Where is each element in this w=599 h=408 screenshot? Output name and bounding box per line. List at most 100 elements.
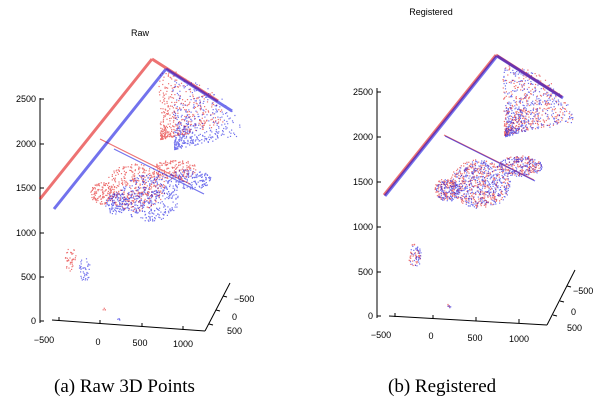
scan-point [419, 250, 421, 252]
scan-point [112, 184, 114, 186]
scan-point [151, 196, 154, 198]
scan-point [205, 178, 207, 180]
scan-point [174, 145, 176, 147]
scan-point [129, 166, 132, 168]
scan-point [141, 195, 143, 197]
scan-point [213, 124, 215, 126]
scan-point [167, 206, 169, 208]
scan-point [183, 135, 185, 137]
scan-point [524, 82, 526, 85]
scan-point [200, 108, 202, 110]
scan-point [515, 73, 517, 75]
scan-point [176, 189, 178, 191]
scan-point [504, 132, 506, 134]
scan-point [175, 174, 177, 176]
scan-point [164, 198, 166, 200]
scan-point [546, 91, 548, 93]
scan-point [198, 122, 200, 124]
scan-point [159, 165, 161, 167]
scan-point [198, 104, 200, 106]
scan-point [175, 172, 177, 174]
scan-point [454, 195, 456, 197]
scan-point [516, 121, 518, 123]
scan-point [166, 162, 168, 164]
scan-point [152, 172, 154, 174]
scan-point [499, 195, 501, 197]
scan-point [212, 113, 214, 115]
svg-text:0: 0 [232, 312, 237, 322]
scan-point [159, 177, 161, 179]
scan-point [131, 185, 133, 187]
scan-point [166, 177, 168, 179]
scan-point [519, 165, 521, 167]
scan-point [179, 97, 181, 99]
scan-point [449, 198, 452, 200]
scan-point [217, 118, 219, 121]
scan-point [177, 142, 179, 144]
scan-point [172, 75, 174, 77]
scan-point [486, 186, 488, 188]
scan-point [186, 170, 188, 172]
scan-point [456, 193, 458, 195]
scan-point [463, 193, 465, 195]
scan-point [167, 75, 169, 77]
scan-point [174, 84, 176, 86]
scan-point [135, 183, 137, 185]
scan-point [161, 135, 163, 137]
scan-point [136, 189, 138, 192]
x-axis: −500 0 500 1000 [371, 313, 548, 344]
scan-point [449, 188, 451, 190]
scan-point [531, 128, 533, 130]
scan-point [416, 256, 418, 258]
scan-point [513, 100, 515, 102]
x-tick: 0 [95, 320, 101, 347]
scan-point [502, 177, 504, 179]
scan-point [558, 115, 560, 117]
scan-point [177, 109, 179, 111]
scan-point [495, 203, 497, 205]
scan-point [414, 264, 417, 266]
scan-point [216, 124, 218, 126]
scan-point [147, 219, 149, 221]
scan-point [511, 121, 513, 123]
scan-point [518, 118, 520, 120]
scan-point [515, 118, 517, 120]
scan-point [155, 193, 157, 195]
scan-point [150, 185, 152, 187]
scan-point [71, 261, 73, 263]
scan-point [162, 92, 164, 94]
scan-point [447, 192, 449, 194]
scan-point [123, 180, 125, 182]
scan-point [192, 140, 194, 142]
scan-point [149, 168, 151, 170]
scan-point [167, 134, 169, 136]
scan-point [532, 168, 534, 170]
scan-point [168, 136, 170, 138]
scan-point [499, 164, 501, 167]
scan-point [490, 198, 492, 200]
scan-point [532, 120, 534, 122]
scan-point [138, 188, 140, 190]
scan-point [125, 200, 127, 202]
scan-point [159, 202, 162, 204]
scan-point [553, 117, 555, 119]
scan-point [195, 129, 197, 131]
scan-point [157, 195, 159, 197]
scan-point [191, 135, 193, 138]
scan-point [169, 123, 171, 125]
scan-point [545, 108, 547, 110]
x-tick: −500 [34, 317, 60, 345]
scan-point [152, 191, 154, 193]
z-tick: 2000 [16, 139, 44, 149]
scan-point [526, 113, 528, 115]
scan-point [135, 189, 137, 191]
scan-point [174, 175, 176, 177]
scan-point [493, 174, 495, 176]
scan-point [501, 174, 503, 177]
scan-point [188, 114, 190, 116]
scan-point [444, 187, 446, 189]
scan-point [443, 193, 446, 195]
scan-point [178, 122, 180, 124]
scan-point [454, 182, 456, 184]
scan-point [166, 187, 168, 189]
